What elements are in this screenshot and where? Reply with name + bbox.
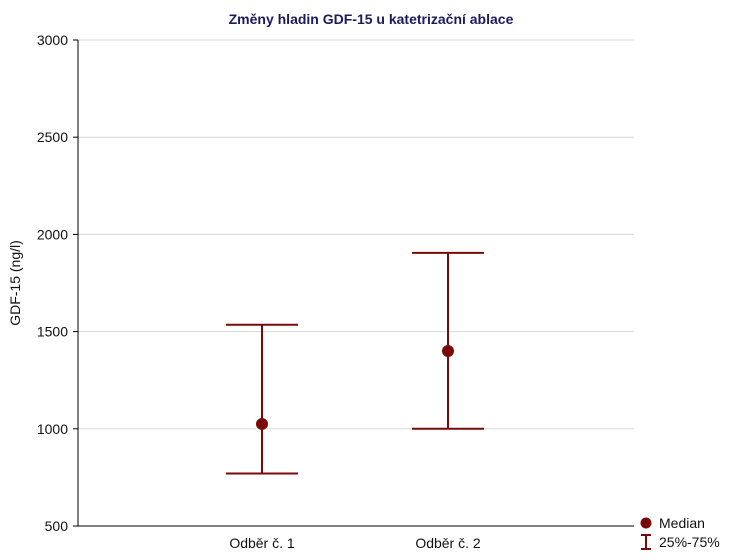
median-point <box>442 345 454 358</box>
legend: Median 25%-75% <box>640 515 720 550</box>
legend-range-marker <box>641 534 651 550</box>
grid-lines <box>78 39 634 430</box>
y-tick-label: 2500 <box>37 129 68 145</box>
y-tick-label: 2000 <box>37 226 68 242</box>
legend-median-marker <box>640 517 652 529</box>
y-tick-label: 1000 <box>37 421 68 437</box>
chart-title: Změny hladin GDF-15 u katetrizační ablac… <box>229 11 514 27</box>
x-tick-label: Odběr č. 2 <box>415 535 481 551</box>
legend-median-label: Median <box>659 515 705 531</box>
y-tick-label: 1500 <box>37 324 68 340</box>
y-tick-label: 3000 <box>37 32 68 48</box>
median-point <box>256 417 268 430</box>
x-tick-label: Odběr č. 1 <box>229 535 295 551</box>
y-tick-label: 500 <box>45 518 69 534</box>
axes <box>77 40 634 527</box>
y-axis-label: GDF-15 (ng/l) <box>7 240 23 326</box>
x-ticks: Odběr č. 1 Odběr č. 2 <box>229 535 481 551</box>
data-marks <box>226 251 484 475</box>
y-ticks: 500 1000 1500 2000 2500 3000 <box>37 32 78 534</box>
legend-range-label: 25%-75% <box>659 534 720 550</box>
